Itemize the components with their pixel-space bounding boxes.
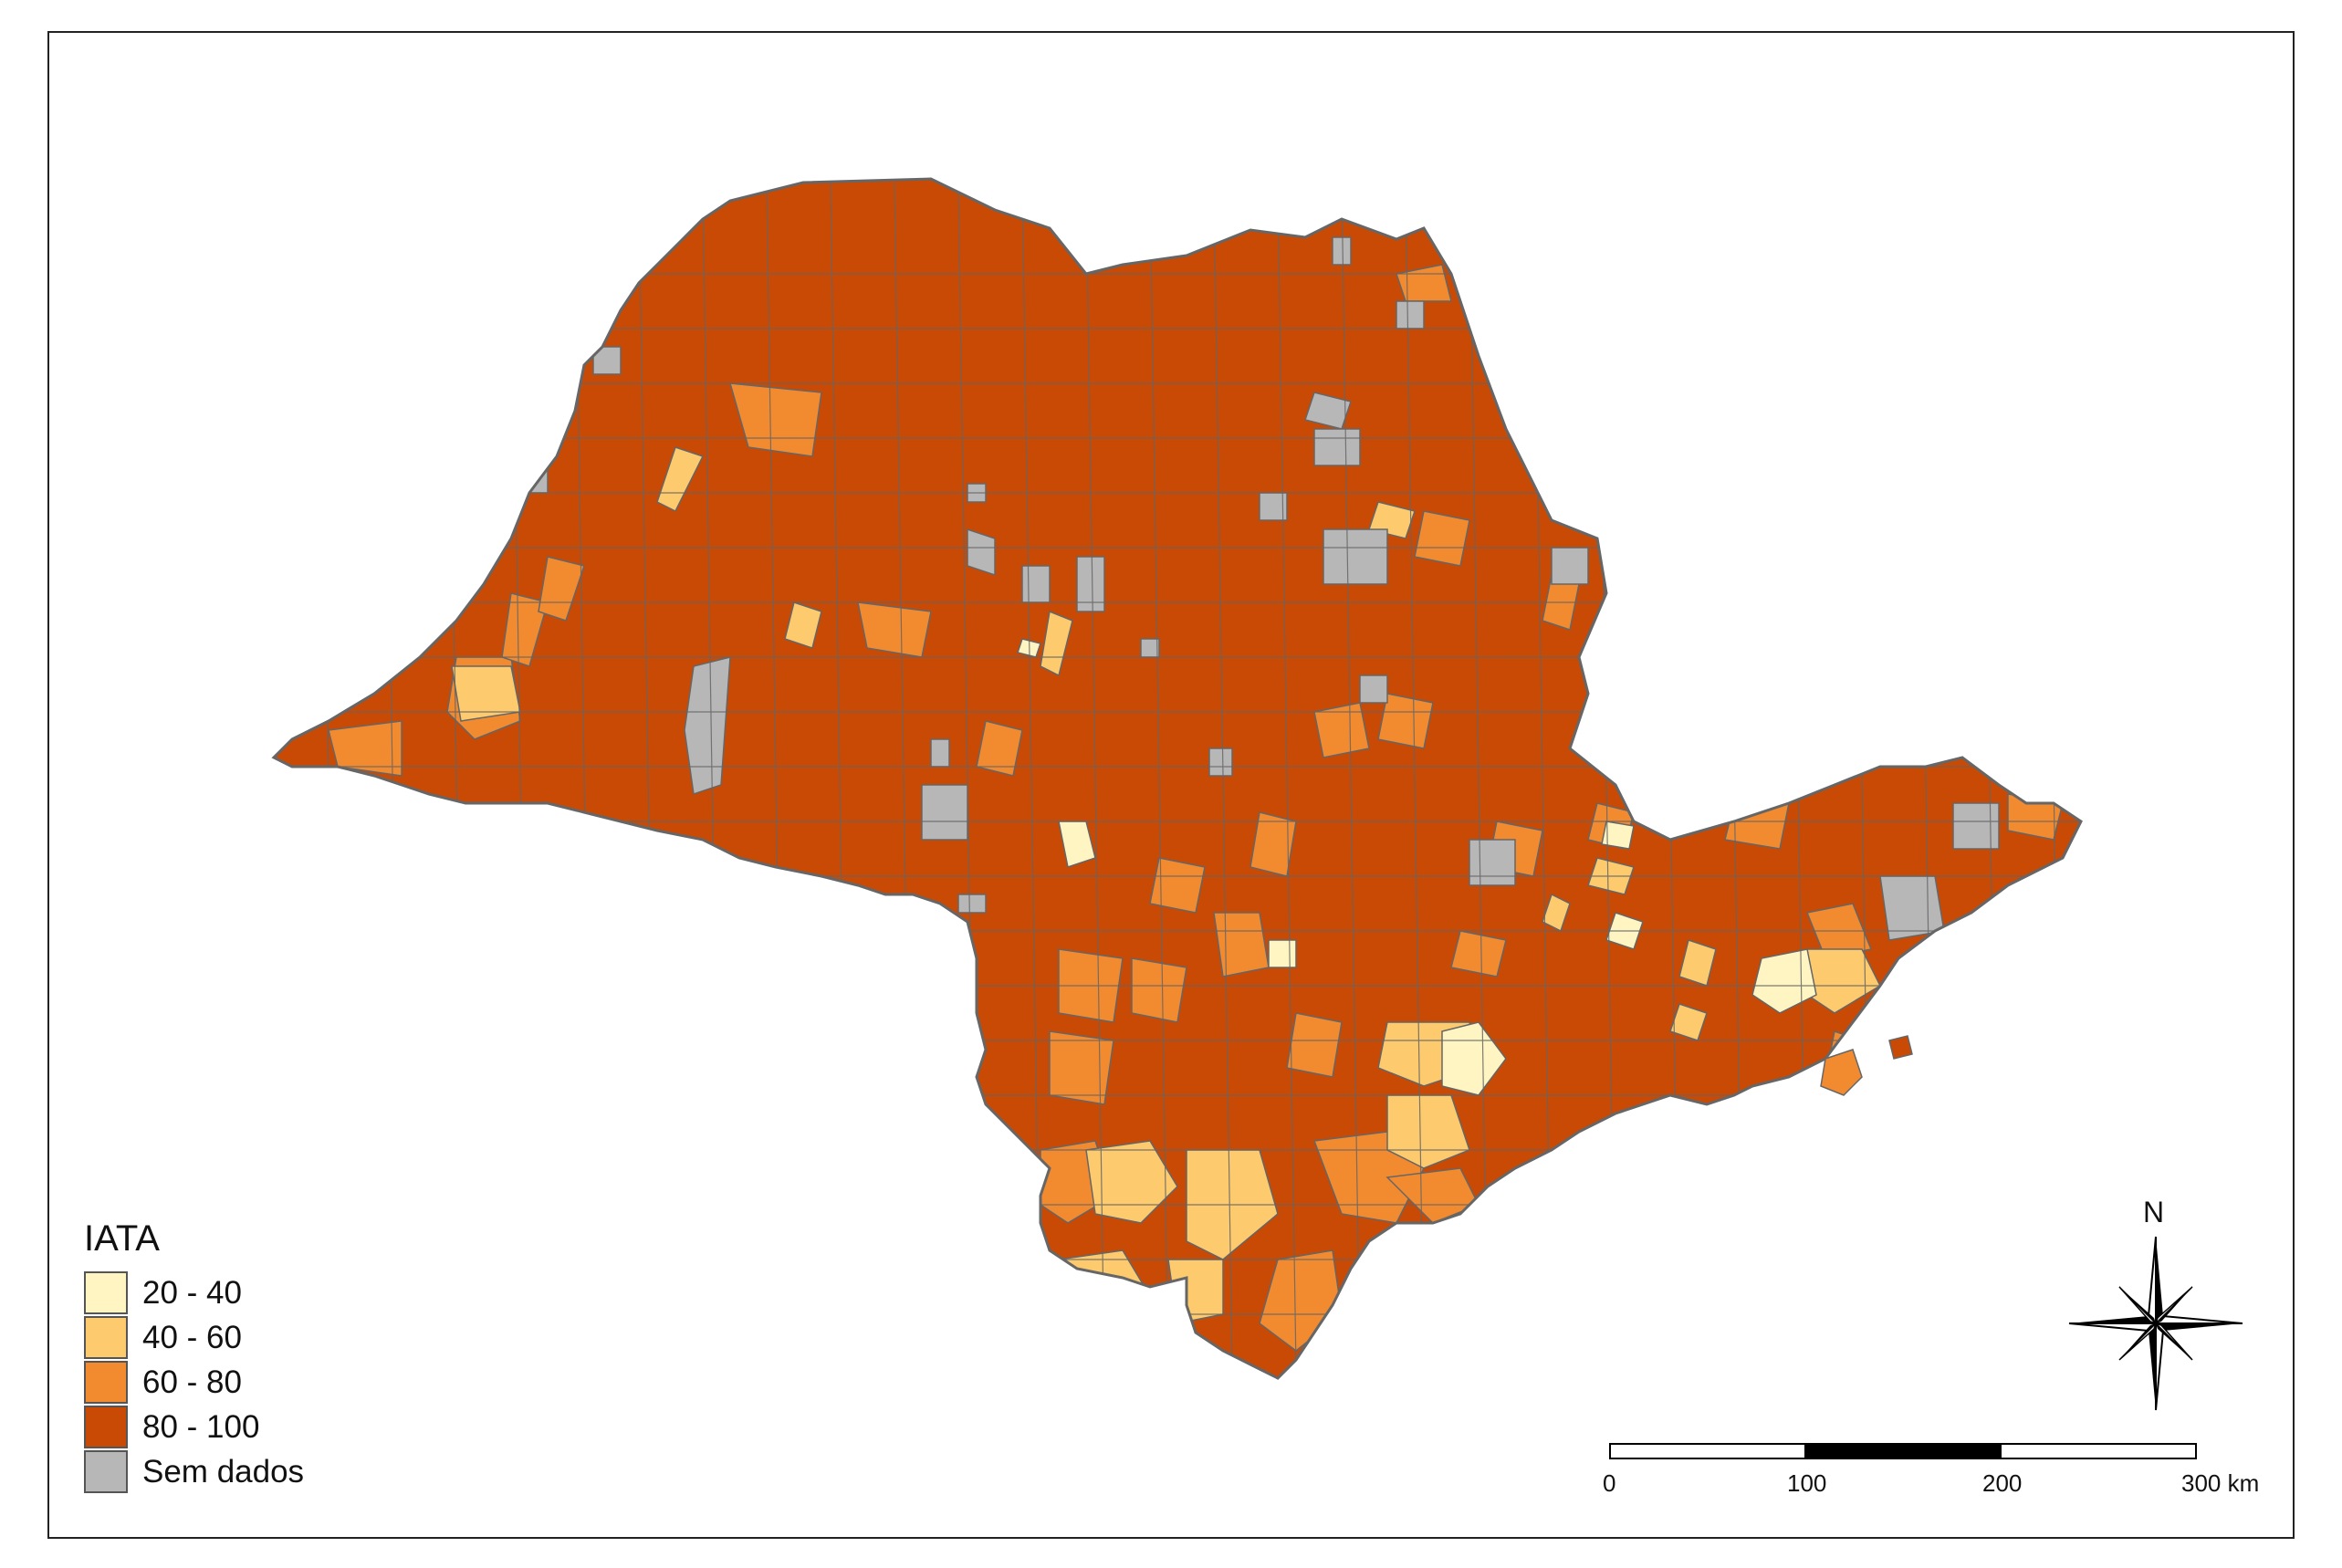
legend-label: Sem dados [142,1453,305,1490]
legend-swatch [84,1361,128,1404]
legend: IATA 20 - 40 40 - 60 60 - 80 80 - 100 Sem da… [84,1218,304,1494]
scale-label-300: 300 km [2181,1469,2260,1497]
state-outline [272,177,2083,1380]
legend-swatch [84,1406,128,1448]
state-border [271,177,2083,1380]
legend-label: 60 - 80 [142,1364,242,1400]
municipal-boundaries [274,182,2081,1370]
legend-label: 40 - 60 [142,1319,242,1355]
legend-swatch [84,1450,128,1493]
north-label: N [2143,1196,2165,1228]
legend-label: 20 - 40 [142,1274,242,1311]
legend-item: 40 - 60 [84,1315,304,1360]
legend-title: IATA [84,1218,160,1259]
scale-label-100: 100 [1787,1469,1827,1497]
legend-item: 80 - 100 [84,1405,304,1449]
scale-bar [1609,1443,2197,1459]
legend-label: 80 - 100 [142,1408,260,1445]
legend-item: Sem dados [84,1449,304,1494]
legend-swatch [84,1316,128,1359]
legend-item: 60 - 80 [84,1360,304,1405]
compass-rose-icon [2068,1236,2243,1411]
scale-label-200: 200 [1982,1469,2023,1497]
legend-swatch [84,1271,128,1314]
scale-label-0: 0 [1603,1469,1616,1497]
legend-item: 20 - 40 [84,1270,304,1315]
coastal-islands [1820,1035,1913,1096]
